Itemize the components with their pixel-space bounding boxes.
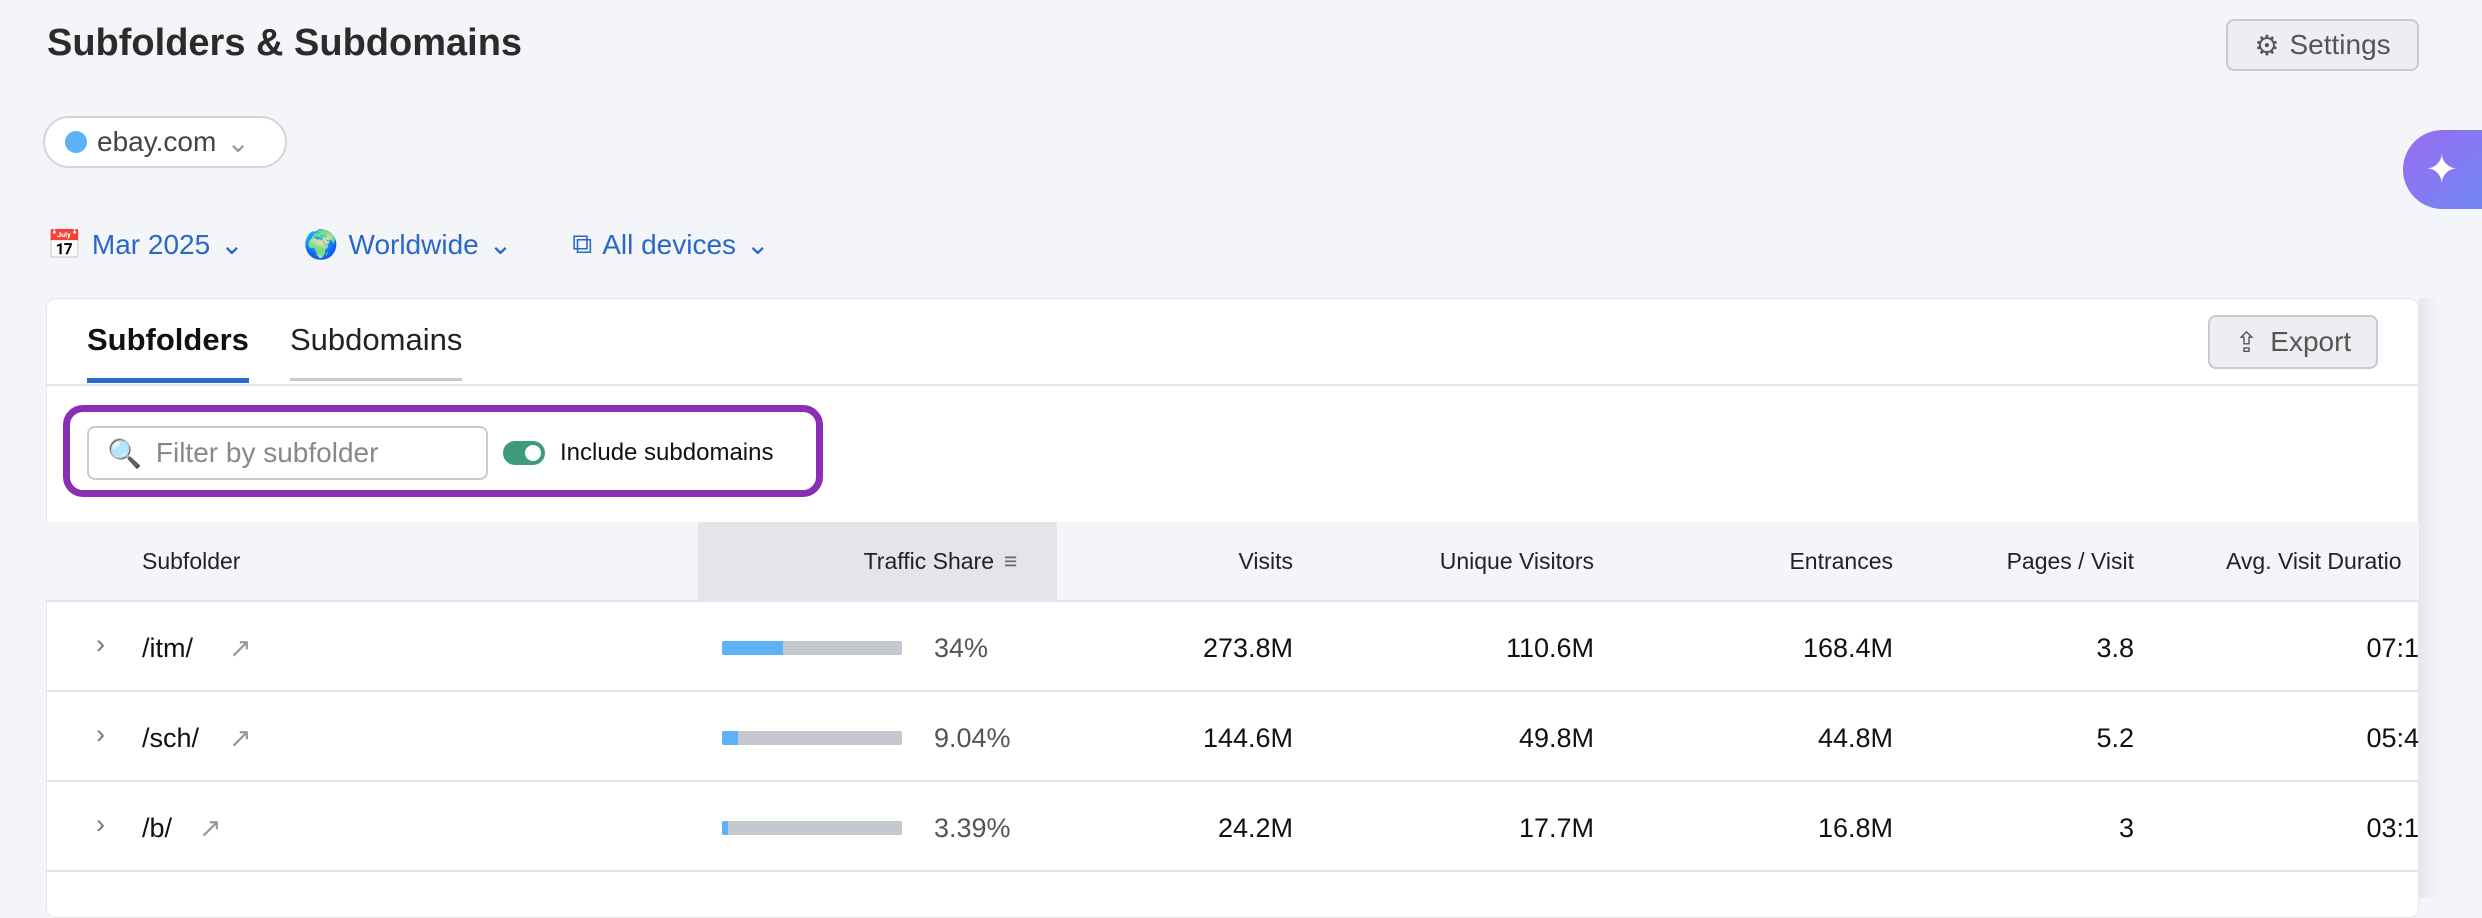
export-button[interactable]: ⇪ Export — [2208, 315, 2378, 369]
table-row[interactable] — [46, 782, 2419, 872]
sparkle-icon: ✦ — [2425, 147, 2459, 192]
expand-chevron-icon[interactable]: › — [96, 809, 105, 839]
col-visits[interactable]: Visits — [1238, 548, 1293, 574]
visits-value: 144.6M — [1202, 723, 1293, 753]
pages-visit-value: 3.8 — [2096, 633, 2134, 663]
subfolder-name: /sch/ — [142, 723, 200, 753]
domain-color-dot — [65, 131, 87, 153]
page-title: Subfolders & Subdomains — [47, 22, 523, 64]
traffic-share-value: 3.39% — [934, 813, 1011, 843]
search-icon: 🔍 — [107, 437, 142, 469]
unique-visitors-value: 110.6M — [1505, 633, 1594, 663]
col-unique-visitors[interactable]: Unique Visitors — [1439, 548, 1594, 574]
external-link-icon[interactable]: ↗ — [229, 723, 252, 753]
expand-chevron-icon[interactable]: › — [96, 719, 105, 749]
pages-visit-value: 3 — [2118, 813, 2134, 843]
scroll-shadow — [2419, 298, 2439, 898]
include-subdomains-toggle[interactable] — [503, 441, 545, 465]
highlight-box — [63, 405, 823, 497]
settings-label: Settings — [2289, 29, 2391, 60]
region-label: Worldwide — [348, 228, 479, 260]
date-filter[interactable]: 📅 Mar 2025 ⌄ — [47, 228, 244, 261]
date-label: Mar 2025 — [91, 228, 211, 260]
region-filter[interactable]: 🌍 Worldwide ⌄ — [304, 228, 513, 261]
entrances-value: 44.8M — [1817, 723, 1893, 753]
devices-icon: ⧉ — [572, 228, 593, 259]
chevron-down-icon: ⌄ — [488, 229, 513, 260]
expand-chevron-icon[interactable]: › — [96, 629, 105, 659]
subfolder-search-input[interactable]: 🔍 Filter by subfolder — [87, 426, 488, 480]
visits-value: 24.2M — [1217, 813, 1293, 843]
device-filter[interactable]: ⧉ All devices ⌄ — [572, 228, 769, 261]
include-subdomains-label: Include subdomains — [560, 439, 774, 466]
col-avg-visit-duration[interactable]: Avg. Visit Duratio — [2226, 548, 2402, 574]
export-label: Export — [2270, 326, 2352, 357]
subfolder-name: /itm/ — [142, 633, 193, 663]
col-entrances[interactable]: Entrances — [1789, 548, 1893, 574]
external-link-icon[interactable]: ↗ — [229, 633, 252, 663]
sorted-column-bg — [698, 522, 1057, 602]
tab-subfolders[interactable]: Subfolders — [87, 322, 249, 383]
calendar-icon: 📅 — [47, 229, 82, 260]
chevron-down-icon: ⌄ — [746, 229, 770, 260]
device-label: All devices — [602, 228, 737, 260]
globe-icon: 🌍 — [303, 229, 339, 260]
unique-visitors-value: 17.7M — [1518, 813, 1594, 843]
sort-icon[interactable]: ≡ — [1004, 548, 1018, 574]
table-row[interactable] — [46, 692, 2419, 782]
table-row[interactable] — [46, 602, 2419, 692]
traffic-share-value: 9.04% — [934, 723, 1011, 753]
domain-selector[interactable]: ebay.com ⌄ — [43, 116, 287, 168]
visits-value: 273.8M — [1202, 633, 1293, 663]
entrances-value: 16.8M — [1817, 813, 1893, 843]
chevron-down-icon: ⌄ — [226, 126, 250, 158]
traffic-share-bar — [722, 731, 902, 745]
chevron-down-icon: ⌄ — [220, 229, 244, 260]
subfolder-name: /b/ — [142, 813, 173, 843]
results-card — [46, 298, 2419, 918]
settings-button[interactable]: ⚙ Settings — [2226, 19, 2419, 71]
external-link-icon[interactable]: ↗ — [199, 813, 222, 843]
col-subfolder[interactable]: Subfolder — [142, 548, 241, 574]
upload-icon: ⇪ — [2234, 326, 2259, 358]
traffic-share-bar — [722, 821, 902, 835]
gear-icon: ⚙ — [2254, 29, 2280, 61]
avg-duration-value: 07:1 — [2366, 633, 2419, 663]
traffic-share-value: 34% — [934, 633, 989, 663]
unique-visitors-value: 49.8M — [1518, 723, 1594, 753]
tab-divider — [46, 384, 2419, 386]
tab-subdomains[interactable]: Subdomains — [290, 322, 463, 381]
pages-visit-value: 5.2 — [2096, 723, 2134, 753]
avg-duration-value: 05:4 — [2366, 723, 2419, 753]
avg-duration-value: 03:1 — [2366, 813, 2419, 843]
col-traffic-share[interactable]: Traffic Share — [863, 548, 994, 574]
traffic-share-bar — [722, 641, 902, 655]
table-header — [46, 522, 2419, 602]
domain-label: ebay.com — [97, 126, 217, 157]
ai-assistant-button[interactable]: ✦ — [2403, 130, 2482, 209]
search-placeholder: Filter by subfolder — [155, 437, 379, 468]
col-pages-visit[interactable]: Pages / Visit — [2006, 548, 2134, 574]
entrances-value: 168.4M — [1802, 633, 1893, 663]
